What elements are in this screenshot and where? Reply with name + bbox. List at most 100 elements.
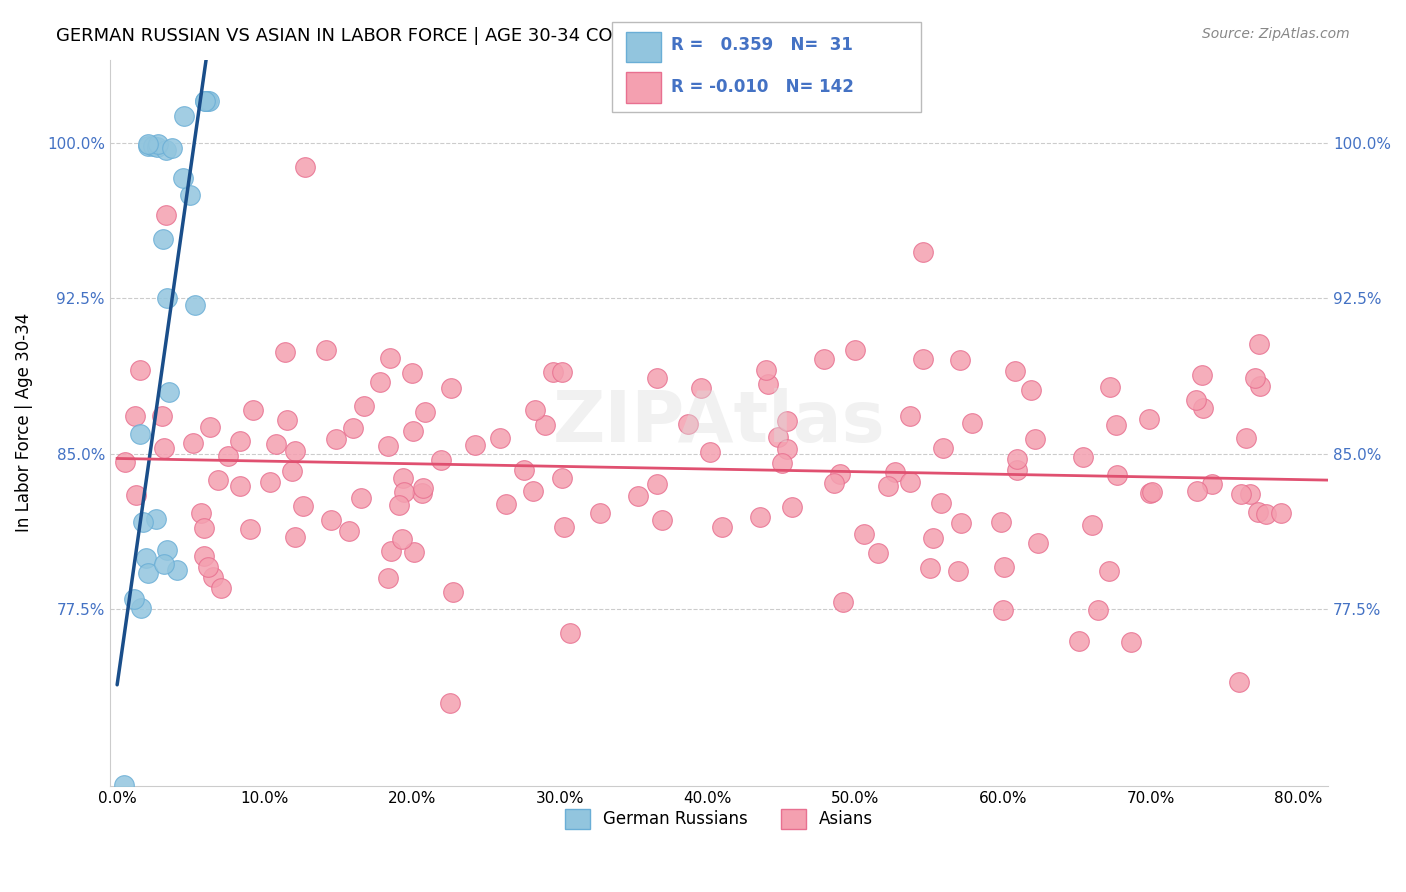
Text: R = -0.010   N= 142: R = -0.010 N= 142 [671,78,853,95]
Point [124,409,146,423]
Point [377,571,399,585]
Point [1107,468,1129,483]
Point [1191,368,1213,382]
Point [1139,486,1161,500]
Point [488,431,510,445]
Point [284,530,307,544]
Point [353,399,375,413]
Point [813,351,835,366]
Point [195,94,218,108]
Point [749,510,772,524]
Point [402,424,425,438]
Point [117,820,139,834]
Point [276,413,298,427]
Point [1004,364,1026,378]
Point [155,208,177,222]
Point [755,363,778,377]
Point [112,778,135,792]
Point [1081,518,1104,533]
Point [911,352,934,367]
Point [1026,535,1049,549]
Point [866,546,889,560]
Point [1236,431,1258,445]
Point [160,141,183,155]
Point [122,592,145,607]
Point [993,560,1015,574]
Point [197,94,219,108]
Point [960,417,983,431]
Text: GERMAN RUSSIAN VS ASIAN IN LABOR FORCE | AGE 30-34 CORRELATION CHART: GERMAN RUSSIAN VS ASIAN IN LABOR FORCE |… [56,27,780,45]
Point [136,136,159,151]
Point [831,594,853,608]
Point [1249,379,1271,393]
Point [430,452,453,467]
Point [392,471,415,485]
Point [676,417,699,431]
Point [325,432,347,446]
Point [1184,392,1206,407]
Point [392,484,415,499]
Point [202,570,225,584]
Point [404,545,426,559]
Point [898,409,921,424]
Point [150,409,173,424]
Point [291,499,314,513]
Point [166,563,188,577]
Point [207,473,229,487]
Point [239,522,262,536]
Point [190,506,212,520]
Point [193,521,215,535]
Point [1230,487,1253,501]
Point [342,421,364,435]
Point [1024,432,1046,446]
Point [884,465,907,479]
Point [155,143,177,157]
Point [991,603,1014,617]
Point [242,403,264,417]
Point [541,365,564,379]
Legend: German Russians, Asians: German Russians, Asians [558,802,880,836]
Point [1007,462,1029,476]
Point [929,496,952,510]
Point [439,381,461,395]
Point [931,441,953,455]
Point [153,441,176,455]
Point [198,419,221,434]
Point [513,463,536,477]
Point [524,403,547,417]
Point [380,544,402,558]
Point [766,430,789,444]
Point [922,531,945,545]
Point [949,516,972,530]
Point [645,370,668,384]
Point [388,498,411,512]
Point [337,524,360,538]
Point [1247,505,1270,519]
Point [1185,483,1208,498]
Point [782,500,804,514]
Point [370,375,392,389]
Point [124,488,146,502]
Point [181,436,204,450]
Point [173,109,195,123]
Point [145,511,167,525]
Point [377,439,399,453]
Point [142,139,165,153]
Point [411,485,433,500]
Point [1067,633,1090,648]
Point [153,558,176,572]
Point [284,444,307,458]
Point [553,520,575,534]
Point [711,520,734,534]
Point [129,426,152,441]
Point [1192,401,1215,415]
Point [1239,487,1261,501]
Point [1005,452,1028,467]
Point [651,513,673,527]
Point [156,543,179,558]
Point [699,444,721,458]
Point [194,94,217,108]
Point [1087,602,1109,616]
Point [129,363,152,377]
Point [828,467,851,481]
